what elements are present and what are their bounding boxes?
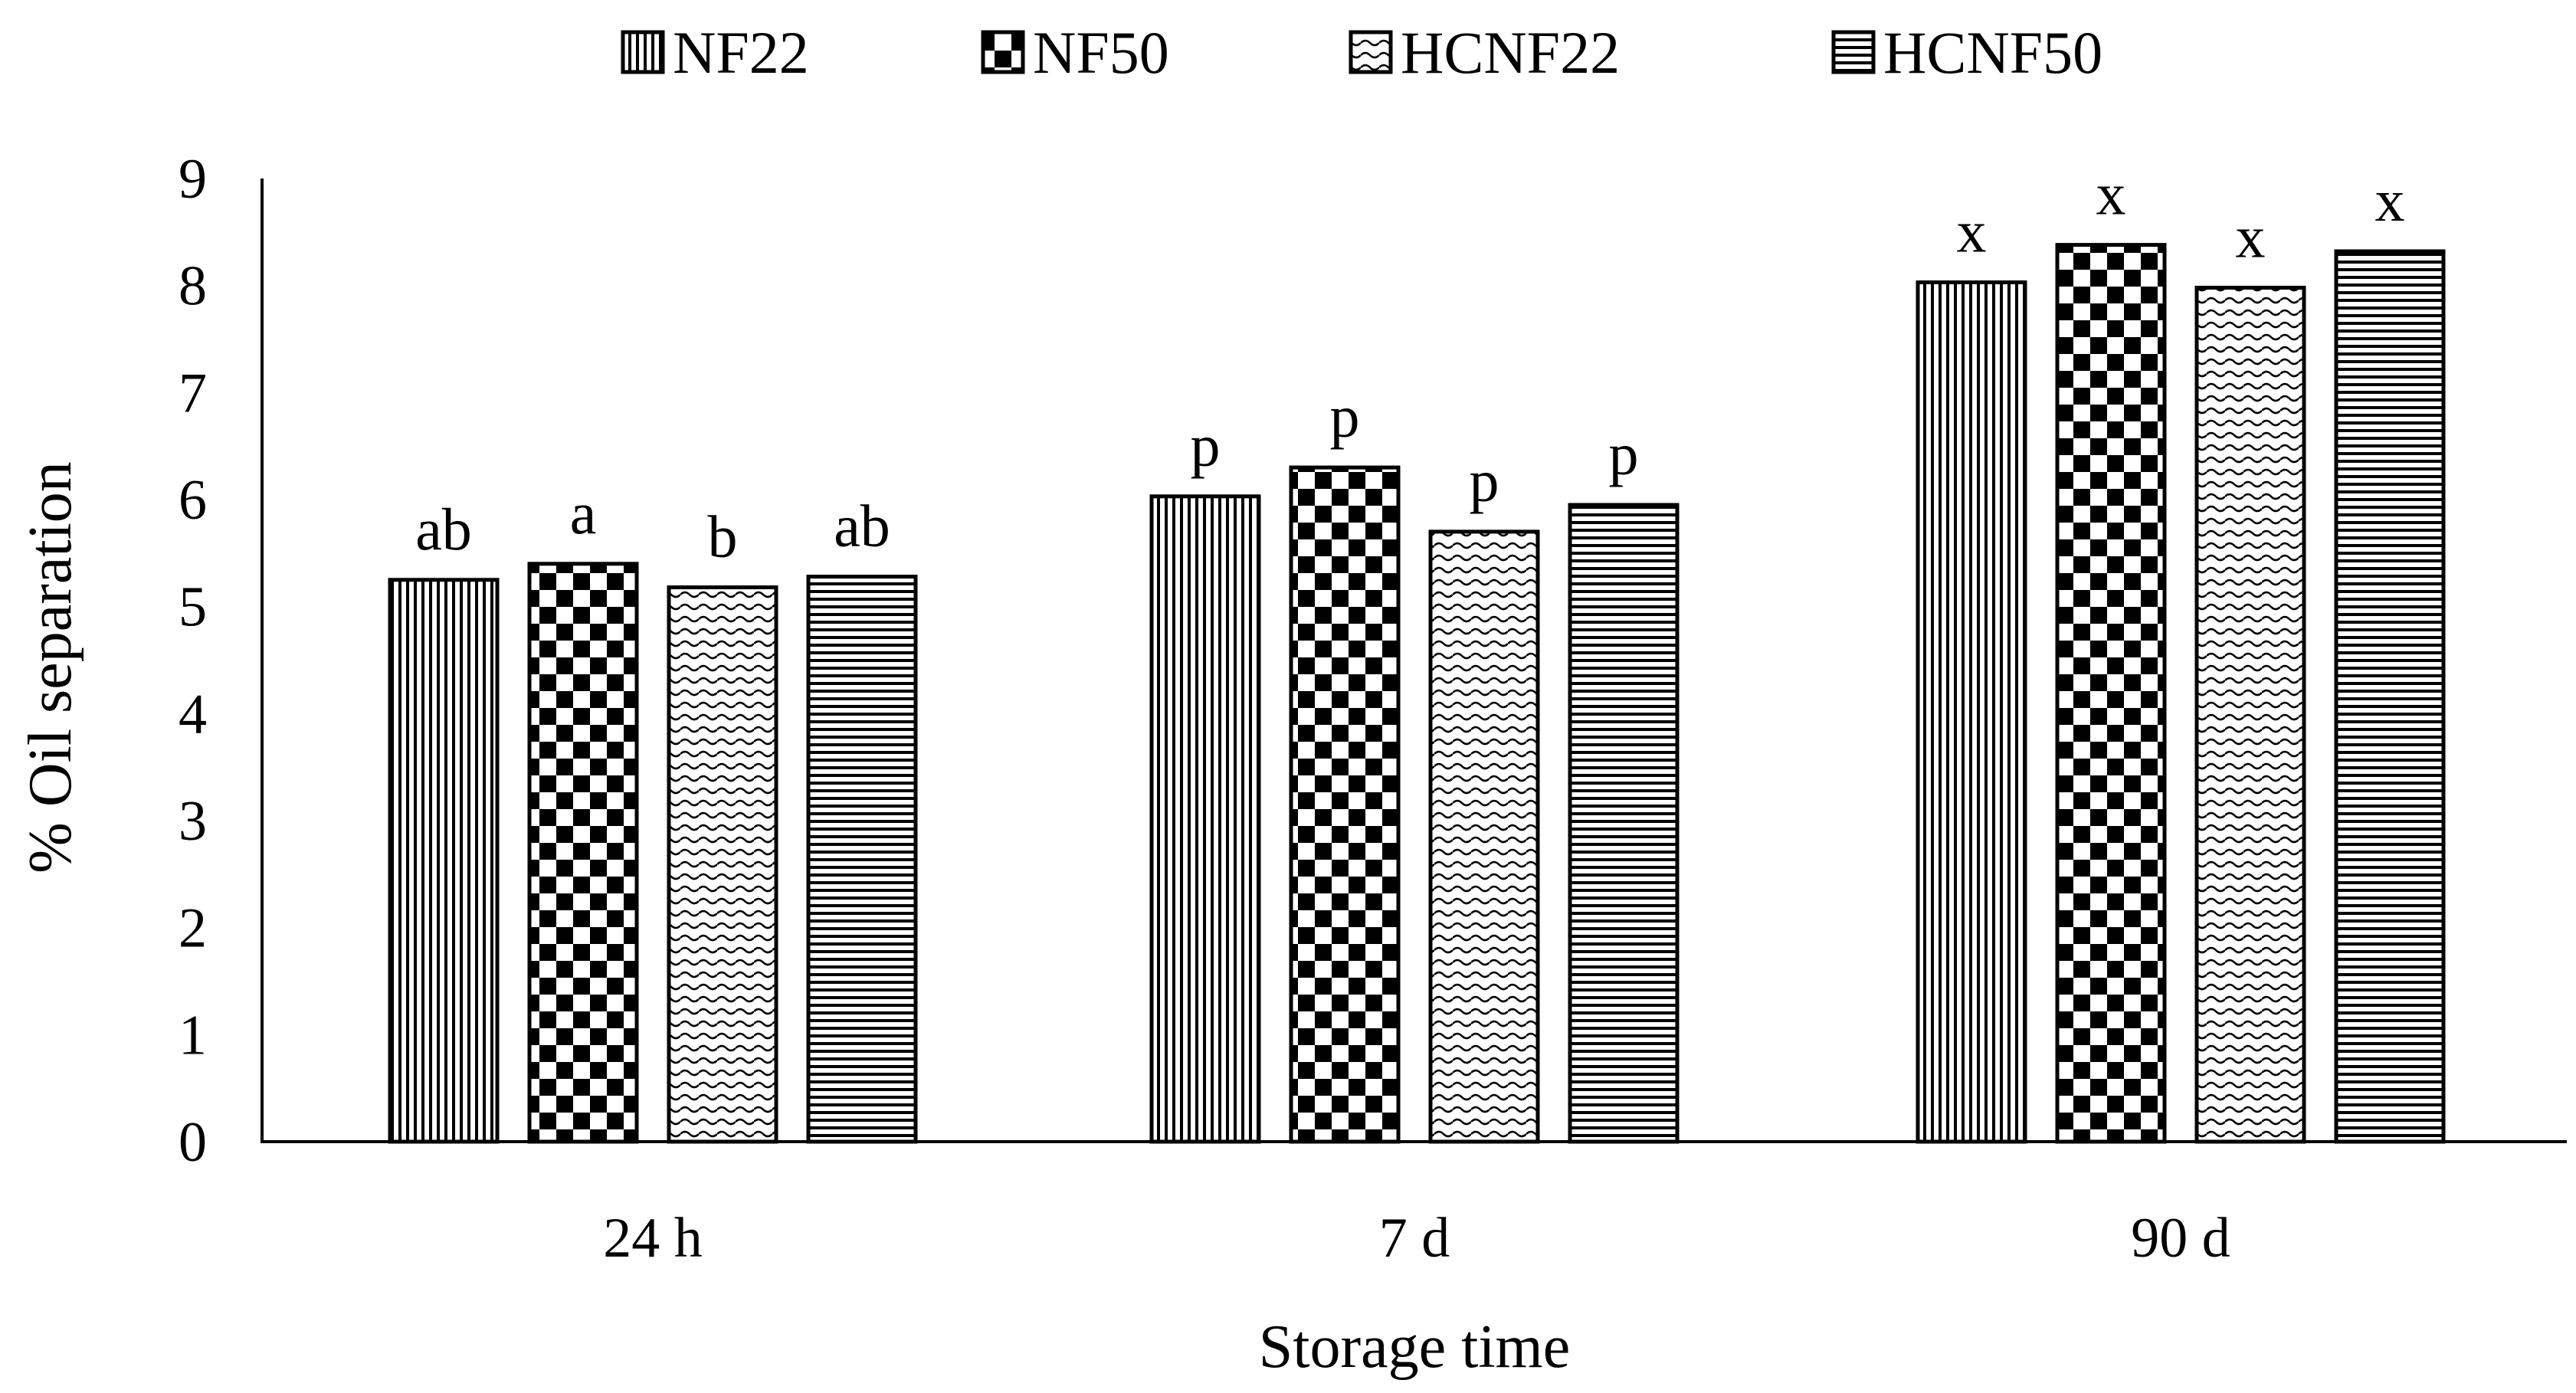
significance-label: x bbox=[1957, 198, 1987, 264]
significance-label: x bbox=[2375, 167, 2405, 234]
significance-label: b bbox=[708, 503, 738, 570]
bar-hcnf50-1 bbox=[1568, 503, 1680, 1144]
legend-swatch-hcnf22 bbox=[1349, 30, 1393, 74]
legend-label-nf22: NF22 bbox=[673, 19, 809, 86]
x-axis-title: Storage time bbox=[1259, 1313, 1571, 1381]
y-axis-title: % Oil separation bbox=[17, 461, 84, 873]
category-label: 90 d bbox=[2131, 1207, 2230, 1270]
legend-label-hcnf22: HCNF22 bbox=[1401, 19, 1620, 86]
significance-label: p bbox=[1330, 383, 1360, 450]
legend-item-hcnf22: HCNF22 bbox=[1349, 19, 1620, 86]
bar-nf22-0 bbox=[388, 578, 500, 1144]
y-tick-label: 6 bbox=[179, 469, 207, 532]
legend-swatch-nf50 bbox=[981, 30, 1025, 74]
bar-nf22-2 bbox=[1916, 280, 2027, 1144]
significance-label: ab bbox=[834, 493, 890, 559]
legend: NF22 NF50 HCNF22 HCNF50 bbox=[621, 19, 2102, 86]
legend-item-hcnf50: HCNF50 bbox=[1831, 19, 2102, 86]
bars bbox=[388, 243, 2446, 1144]
significance-label: x bbox=[2096, 161, 2126, 228]
y-tick-label: 5 bbox=[179, 576, 207, 639]
significance-label: a bbox=[570, 480, 597, 546]
y-tick-label: 2 bbox=[179, 897, 207, 960]
y-axis-ticks: 0 1 2 3 4 5 6 7 8 9 bbox=[179, 148, 207, 1174]
y-tick-label: 4 bbox=[179, 683, 207, 746]
significance-label: p bbox=[1191, 412, 1221, 479]
y-tick-label: 7 bbox=[179, 362, 207, 424]
bar-hcnf22-1 bbox=[1428, 529, 1540, 1144]
bar-hcnf22-0 bbox=[667, 585, 778, 1144]
bar-hcnf22-2 bbox=[2194, 285, 2306, 1144]
y-tick-label: 1 bbox=[179, 1004, 207, 1067]
y-tick-label: 9 bbox=[179, 148, 207, 211]
y-tick-label: 3 bbox=[179, 790, 207, 853]
legend-item-nf22: NF22 bbox=[621, 19, 809, 86]
bar-nf50-0 bbox=[527, 562, 639, 1144]
y-tick-label: 8 bbox=[179, 255, 207, 318]
legend-swatch-hcnf50 bbox=[1831, 30, 1876, 74]
legend-label-hcnf50: HCNF50 bbox=[1883, 19, 2102, 86]
y-tick-label: 0 bbox=[179, 1111, 207, 1174]
legend-label-nf50: NF50 bbox=[1033, 19, 1169, 86]
category-labels: 24 h 7 d 90 d bbox=[603, 1207, 2230, 1270]
legend-item-nf50: NF50 bbox=[981, 19, 1169, 86]
category-label: 24 h bbox=[603, 1207, 703, 1270]
category-label: 7 d bbox=[1379, 1207, 1450, 1270]
bar-hcnf50-2 bbox=[2334, 249, 2446, 1144]
legend-swatch-nf22 bbox=[621, 30, 665, 74]
bar-hcnf50-0 bbox=[806, 575, 918, 1144]
significance-label: x bbox=[2236, 203, 2266, 270]
bar-nf22-1 bbox=[1149, 494, 1261, 1144]
significance-label: p bbox=[1470, 447, 1499, 514]
bar-nf50-1 bbox=[1289, 465, 1401, 1144]
significance-label: ab bbox=[415, 496, 472, 562]
bar-nf50-2 bbox=[2055, 243, 2167, 1144]
significance-label: p bbox=[1609, 421, 1639, 487]
